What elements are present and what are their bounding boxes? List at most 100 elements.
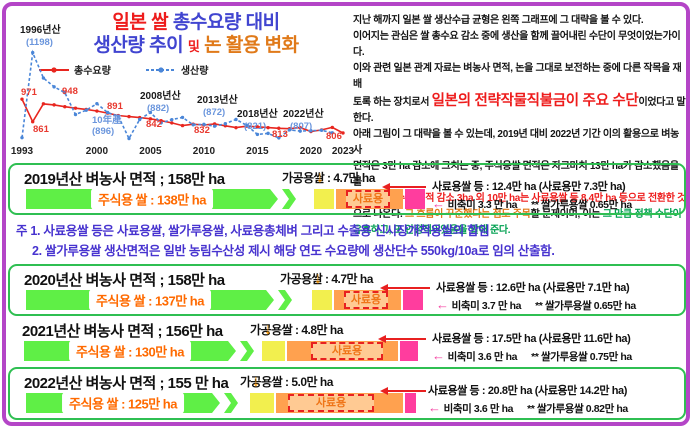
- x-tick: 2005: [139, 146, 162, 157]
- footnote-2: 2. 쌀가루용쌀 생산면적은 일반 농림수산성 제시 해당 연도 수요량에 생산…: [32, 244, 555, 258]
- staple-rice-label: 주식용 쌀 : 138만 ha: [91, 189, 213, 210]
- red-line-icon: [39, 66, 69, 73]
- feed-callout-arrow: [378, 335, 426, 343]
- reserve-rice-segment: [400, 341, 418, 361]
- description-line: 면적은 3만 ha 감소에 그치는 중, 주식용쌀 면적은 자그마치 13만 h…: [353, 161, 679, 188]
- chart-annotation: 2022년산: [283, 109, 324, 120]
- blue-dashed-line-icon: [145, 66, 176, 73]
- year-block-title: 2019년산 벼농사 면적 ; 158만 ha: [24, 171, 225, 188]
- x-tick: 2000: [85, 146, 109, 157]
- staple-rice-bar: 주식용 쌀 : 138만 ha: [26, 189, 278, 209]
- chart-legend: 총수요량 생산량: [38, 62, 208, 77]
- feed-rice-tag: 사료용: [288, 394, 374, 412]
- legend-label: 생산량: [180, 66, 209, 77]
- x-tick: 1993: [10, 146, 34, 157]
- processing-rice-segment: [314, 189, 334, 209]
- chart-annotation: (896): [92, 126, 115, 137]
- chart-annotation: 813: [272, 129, 288, 140]
- down-arrow-icon: ↓: [314, 270, 322, 287]
- down-arrow-icon: ↓: [264, 321, 272, 338]
- demand-production-chart: 일본 쌀 총수요량 대비 생산량 추이 및 논 활용 변화 총수요량 생산량 1…: [8, 8, 354, 164]
- chart-annotation: 971: [21, 87, 37, 98]
- description-line: 이와 관련 일본 관계 자료는 벼농사 면적, 논을 그대로 보전하는 중에 다…: [353, 63, 682, 90]
- chart-annotation: 948: [62, 86, 78, 97]
- chart-annotation: 2008년산: [140, 91, 181, 102]
- chart-annotation: 832: [194, 125, 210, 136]
- chart-annotation: 2018년산: [237, 109, 278, 120]
- feed-rice-callout: 사료용쌀 등 : 12.4만 ha (사료용만 7.3만 ha): [432, 181, 626, 193]
- footnotes: 주 1. 사료용쌀 등은 사료용쌀, 쌀가루용쌀, 사료용총체벼 그리고 수출용…: [16, 221, 686, 261]
- feed-rice-segment: 사료용: [336, 189, 403, 209]
- year-block-2022: 2022년산 벼농사 면적 ; 155 만 ha 가공용쌀 : 5.0만 ha …: [8, 367, 686, 420]
- description-line: 유효하고, 또 안정적이었음을 말해 준다.: [353, 225, 511, 236]
- chart-annotation: 842: [146, 119, 162, 130]
- line-chart: [20, 49, 345, 141]
- processing-rice-segment: [312, 290, 332, 310]
- feed-rice-segment: 사료용: [287, 341, 398, 361]
- feed-rice-tag: 사료용: [346, 190, 390, 208]
- left-arrow-icon: ←: [436, 297, 449, 312]
- chart-annotation: (821): [244, 121, 267, 132]
- processing-rice-label: 가공용쌀 : 4.8만 ha: [250, 323, 343, 337]
- chart-annotation: (807): [290, 121, 313, 132]
- down-arrow-icon: ↓: [316, 169, 324, 186]
- chart-title-line1: 일본 쌀 총수요량 대비: [112, 12, 280, 33]
- feed-callout-arrow: [380, 387, 426, 395]
- processing-rice-segment: [250, 393, 274, 413]
- description-line: 지난 해까지 일본 쌀 생산수급 균형은 왼쪽 그래프에 그 대략을 볼 수 있…: [353, 15, 644, 26]
- left-arrow-icon: ←: [428, 400, 441, 415]
- chart-annotation: 1996년산: [20, 25, 61, 36]
- x-tick: 2023: [331, 146, 355, 157]
- legend-item-production: 생산량: [145, 62, 209, 77]
- description-line: 이어지는 관심은 쌀 총수요 감소 중에 생산을 함께 끌어내린 수단이 무엇이…: [353, 31, 681, 58]
- chevron-icon: [282, 189, 296, 209]
- staple-rice-bar: 주식용 쌀 : 125만 ha: [26, 393, 220, 413]
- staple-rice-bar: 주식용 쌀 : 137만 ha: [26, 290, 274, 310]
- feed-callout-arrow: [382, 183, 426, 191]
- processing-rice-label: 가공용쌀 : 5.0만 ha: [240, 375, 333, 389]
- staple-rice-label: 주식용 쌀 : 130만 ha: [69, 341, 191, 362]
- chart-annotation: (882): [147, 103, 170, 114]
- feed-rice-segment: 사료용: [276, 393, 403, 413]
- chart-annotation: 2013년산: [197, 95, 238, 106]
- reserve-callout: ← 비축미 3.7 만 ha ** 쌀가루용쌀 0.65만 ha: [436, 297, 636, 312]
- reserve-rice-segment: [405, 189, 425, 209]
- feed-rice-callout: 사료용쌀 등 : 12.6만 ha (사료용만 7.1만 ha): [436, 282, 630, 294]
- year-block-title: 2021년산 벼농사 면적 ; 156만 ha: [22, 323, 223, 340]
- chevron-icon: [224, 393, 238, 413]
- reserve-rice-segment: [405, 393, 416, 413]
- feed-rice-segment: 사료용: [334, 290, 401, 310]
- reserve-callout: ← 비축미 3.3 만 ha ** 쌀가루용쌀 0.65만 ha: [432, 196, 632, 211]
- left-arrow-icon: ←: [432, 196, 445, 211]
- chart-annotation: (1198): [26, 37, 53, 48]
- feed-rice-tag: 사료용: [344, 291, 388, 309]
- chevron-icon: [278, 290, 292, 310]
- legend-label: 총수요량: [74, 66, 111, 77]
- description-line: 아래 그림이 그 대략을 볼 수 있는데, 2019년 대비 2022년 기간 …: [353, 129, 679, 156]
- x-tick: 2015: [246, 146, 269, 157]
- staple-rice-label: 주식용 쌀 : 125만 ha: [62, 393, 184, 414]
- down-arrow-icon: ↓: [252, 373, 260, 390]
- feed-callout-arrow: [380, 284, 430, 292]
- processing-rice-segment: [262, 341, 285, 361]
- left-arrow-icon: ←: [432, 348, 445, 363]
- reserve-callout: ← 비축미 3.6 만 ha ** 쌀가루용쌀 0.75만 ha: [432, 348, 632, 363]
- chart-title-line2: 생산량 추이 및 논 활용 변화: [93, 35, 299, 56]
- processing-rice-label: 가공용쌀 : 4.7만 ha: [282, 171, 375, 185]
- year-block-2021: 2021년산 벼농사 면적 ; 156만 ha 가공용쌀 : 4.8만 ha ↓…: [8, 317, 686, 367]
- feed-rice-callout: 사료용쌀 등 : 20.8만 ha (사료용만 14.2만 ha): [428, 385, 627, 397]
- legend-item-demand: 총수요량: [38, 62, 111, 77]
- footnote-1: 주 1. 사료용쌀 등은 사료용쌀, 쌀가루용쌀, 사료용총체벼 그리고 수출용…: [16, 224, 490, 238]
- chart-annotation: 861: [33, 124, 49, 135]
- chart-annotation: 10年産: [92, 115, 122, 126]
- staple-rice-label: 주식용 쌀 : 137만 ha: [89, 290, 211, 311]
- reserve-callout: ← 비축미 3.6 만 ha ** 쌀가루용쌀 0.82만 ha: [428, 400, 628, 415]
- staple-rice-bar: 주식용 쌀 : 130만 ha: [24, 341, 236, 361]
- year-block-title: 2020년산 벼농사 면적 ; 158만 ha: [24, 272, 225, 289]
- processing-rice-label: 가공용쌀 : 4.7만 ha: [280, 272, 373, 286]
- chevron-icon: [240, 341, 254, 361]
- description-line: 토록 하는 장치로서 일본의 전략작물직불금이 주요 수단이었다고 말한다.: [353, 93, 686, 124]
- year-block-title: 2022년산 벼농사 면적 ; 155 만 ha: [24, 375, 229, 392]
